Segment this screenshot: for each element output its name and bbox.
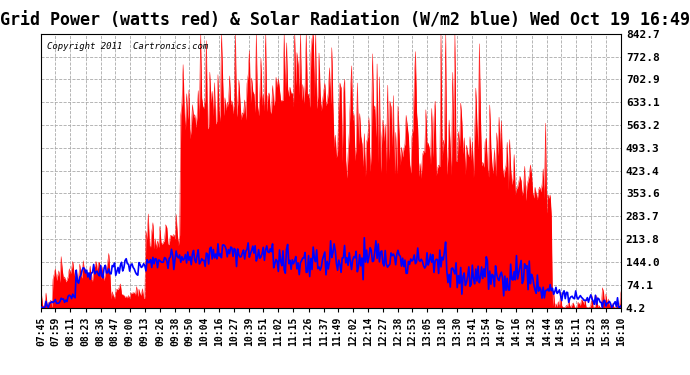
Text: Copyright 2011  Cartronics.com: Copyright 2011 Cartronics.com [47, 42, 208, 51]
Text: Grid Power (watts red) & Solar Radiation (W/m2 blue) Wed Oct 19 16:49: Grid Power (watts red) & Solar Radiation… [0, 11, 690, 29]
